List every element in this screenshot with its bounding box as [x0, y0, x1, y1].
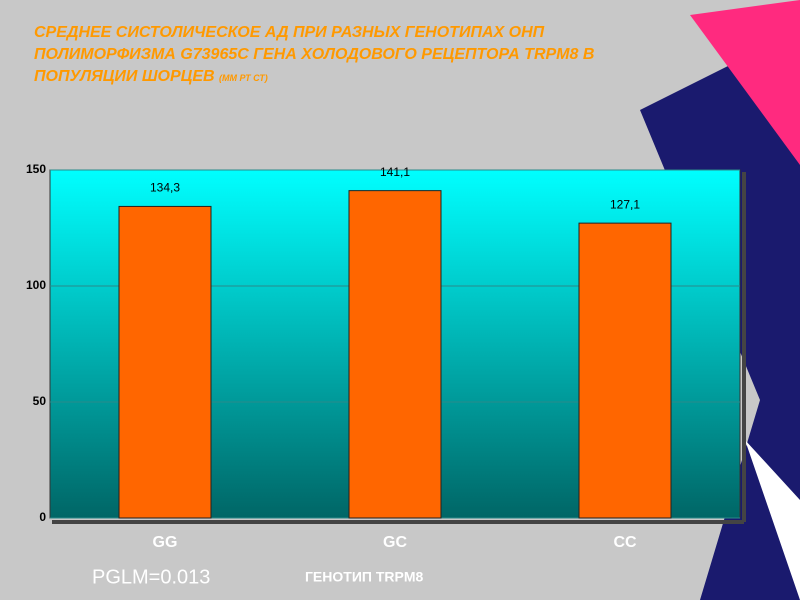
bar [578, 222, 672, 519]
x-axis-label: ГЕНОТИП TRPM8 [305, 569, 424, 585]
value-label: 134,3 [150, 181, 180, 195]
bar [348, 190, 442, 519]
y-tick-label: 0 [39, 510, 46, 524]
decor-white [745, 440, 800, 600]
decor-pink [690, 0, 800, 165]
y-tick-label: 100 [26, 278, 46, 292]
value-label: 141,1 [380, 165, 410, 179]
y-tick-label: 150 [26, 162, 46, 176]
x-tick-label: GG [153, 534, 178, 551]
units: (ММ РТ СТ) [219, 73, 268, 83]
chart-title: СРЕДНЕЕ СИСТОЛИЧЕСКОЕ АД ПРИ РАЗНЫХ ГЕНО… [34, 22, 634, 89]
y-tick-label: 50 [33, 394, 47, 408]
value-label: 127,1 [610, 197, 640, 211]
annotation: PGLM=0.013 [92, 566, 210, 588]
x-tick-label: GC [383, 534, 407, 551]
x-tick-label: CC [613, 534, 637, 551]
bar [118, 205, 212, 519]
title-text: СРЕДНЕЕ СИСТОЛИЧЕСКОЕ АД ПРИ РАЗНЫХ ГЕНО… [34, 24, 595, 85]
